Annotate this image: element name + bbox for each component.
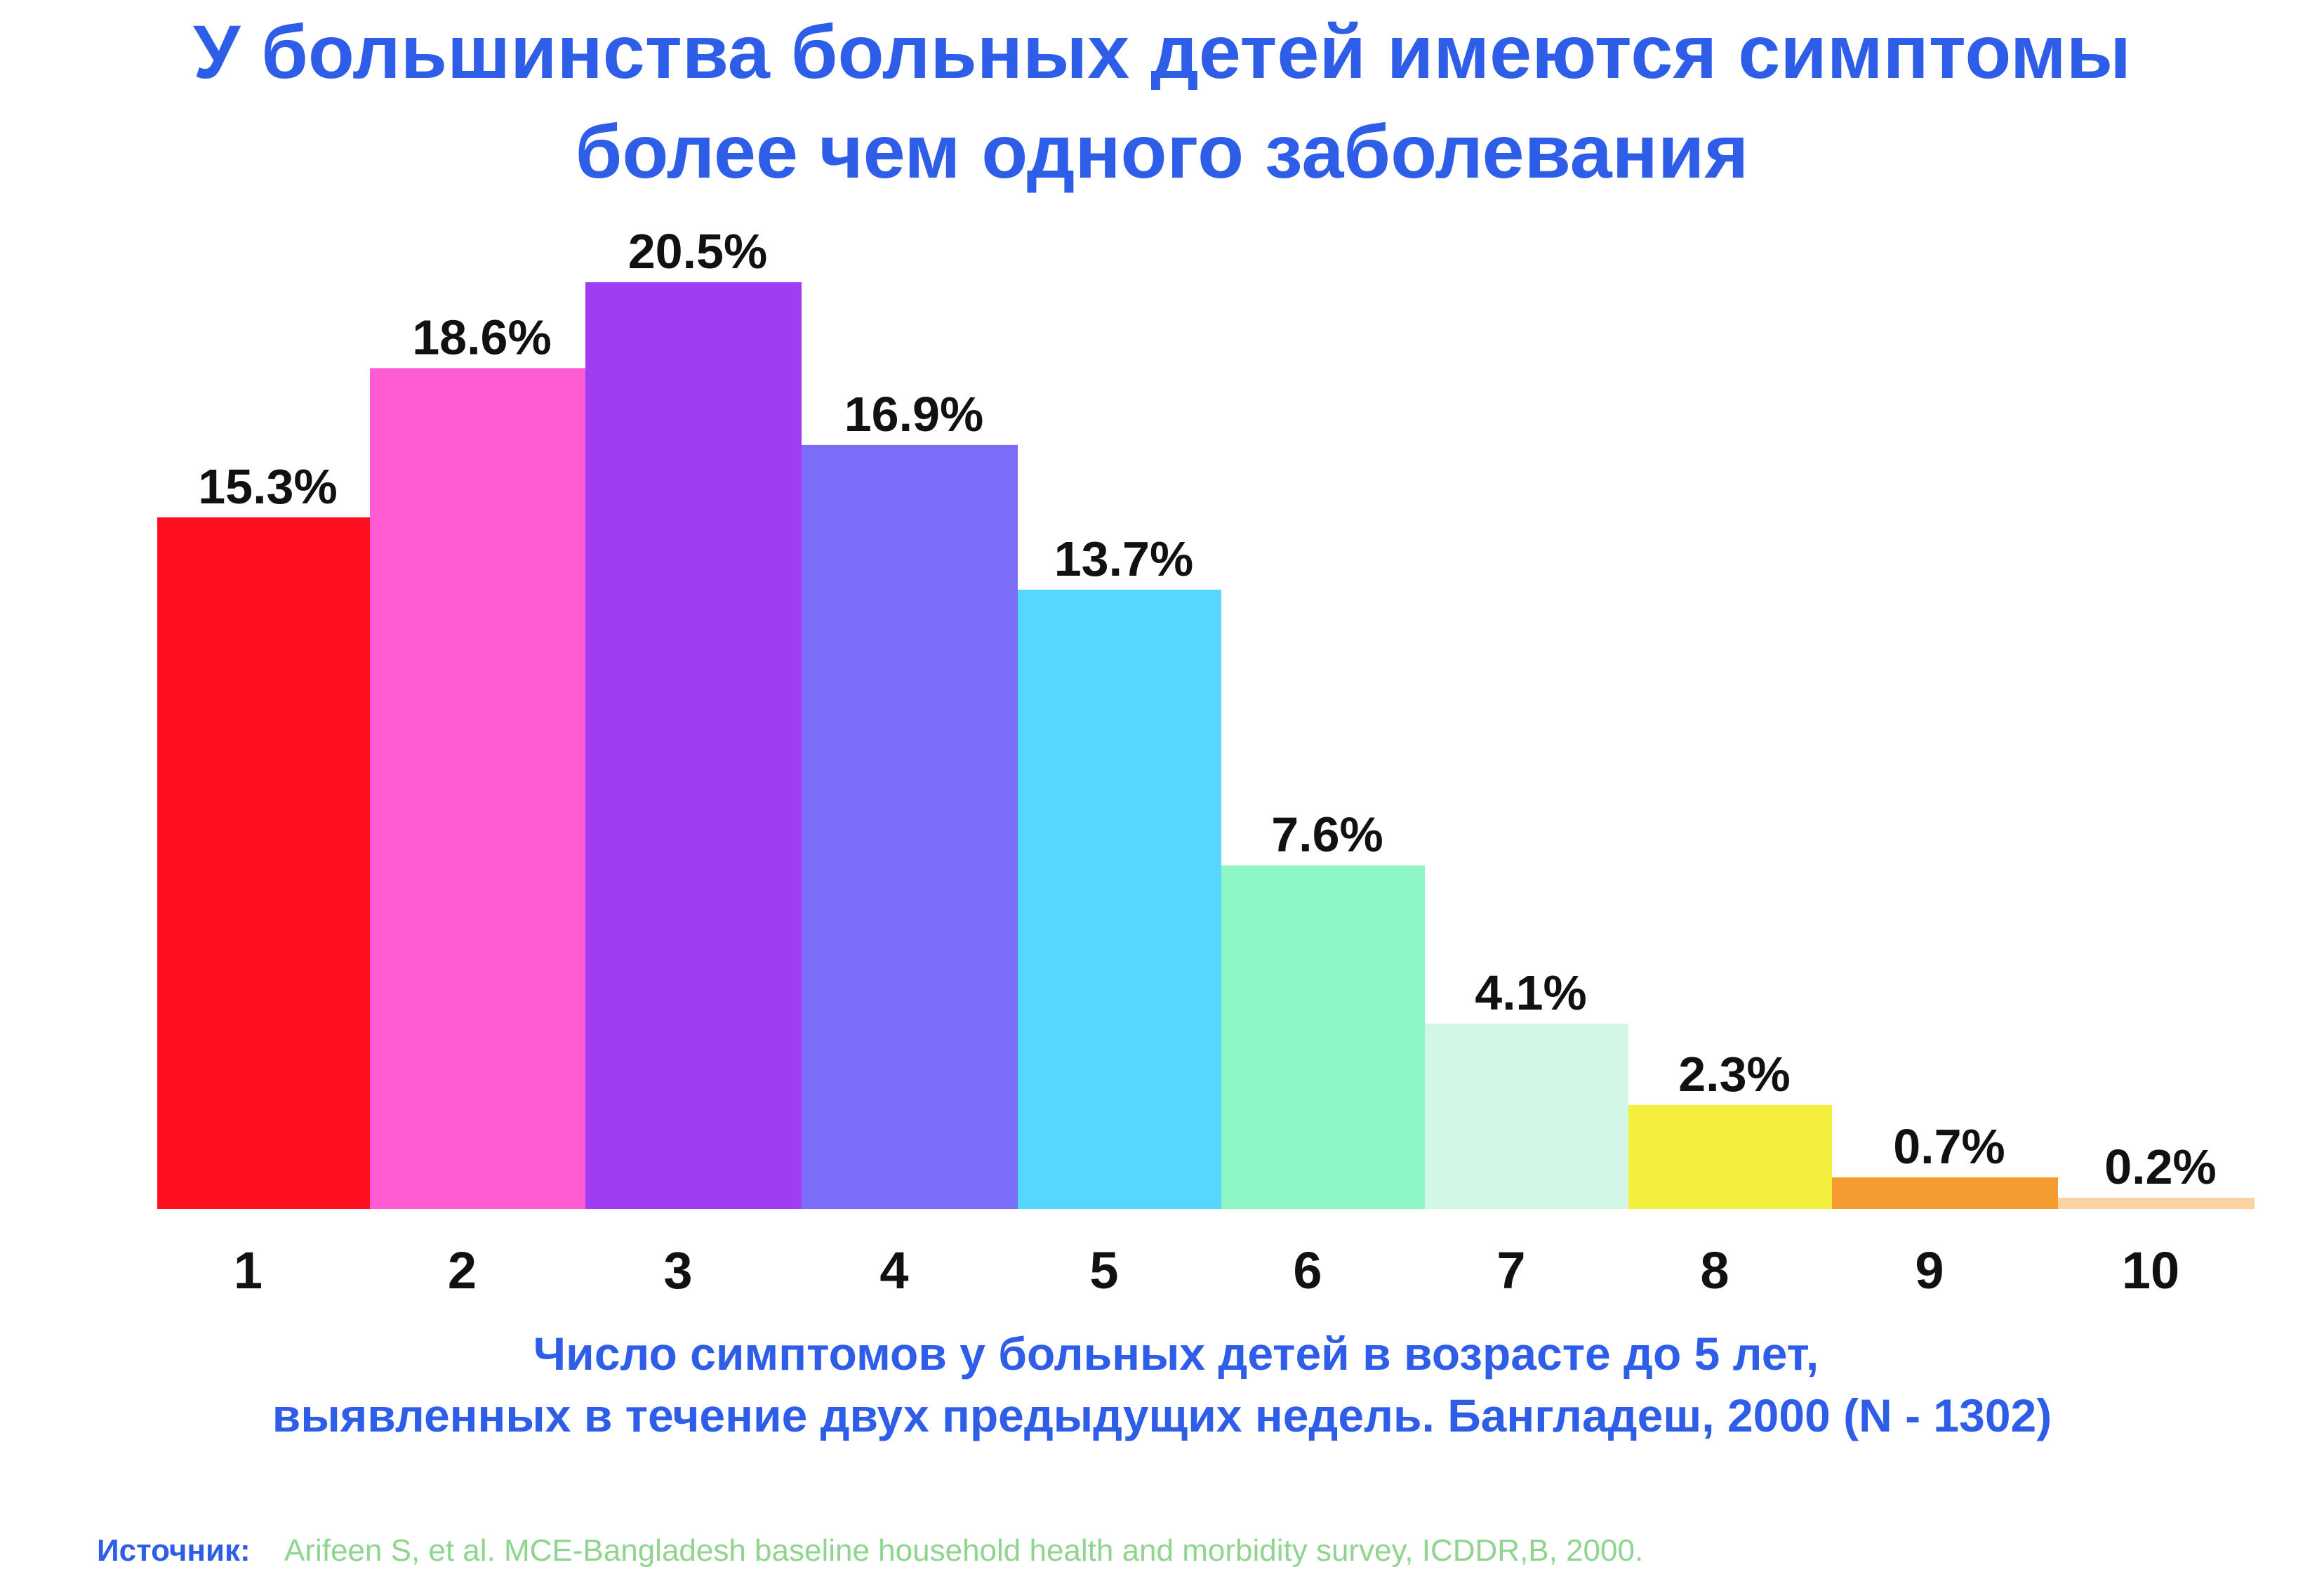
data-label-8: 2.3% <box>1678 1047 1791 1102</box>
x-axis-caption-line-2: выявленных в течение двух предыдущих нед… <box>272 1389 2052 1441</box>
data-label-5: 13.7% <box>1054 531 1193 586</box>
source-text: Arifeen S, et al. MCE-Bangladesh baselin… <box>284 1533 1644 1568</box>
bar-5 <box>1018 589 1221 1209</box>
data-label-6: 7.6% <box>1271 807 1383 862</box>
data-label-9: 0.7% <box>1893 1119 2005 1174</box>
x-tick-label-10: 10 <box>2122 1241 2179 1300</box>
x-axis-caption-line-1: Число симптомов у больных детей в возрас… <box>533 1328 1819 1380</box>
x-tick-label-5: 5 <box>1089 1241 1118 1300</box>
source-note: Источник: Arifeen S, et al. MCE-Banglade… <box>97 1535 1643 1566</box>
x-tick-label-6: 6 <box>1293 1241 1322 1300</box>
bar-2 <box>370 368 585 1209</box>
x-tick-label-8: 8 <box>1700 1241 1729 1300</box>
bar-10 <box>2058 1198 2255 1209</box>
chart-title-line-2: более чем одного заболевания <box>575 109 1749 194</box>
data-label-1: 15.3% <box>198 459 337 514</box>
data-label-2: 18.6% <box>412 310 551 364</box>
x-tick-label-2: 2 <box>448 1241 477 1300</box>
bar-1 <box>157 517 370 1209</box>
bar-8 <box>1628 1104 1832 1209</box>
bar-6 <box>1221 865 1425 1209</box>
data-label-4: 16.9% <box>844 387 983 442</box>
x-tick-label-3: 3 <box>663 1241 692 1300</box>
x-tick-label-7: 7 <box>1496 1241 1525 1300</box>
data-label-10: 0.2% <box>2104 1139 2217 1194</box>
data-label-7: 4.1% <box>1475 965 1587 1020</box>
bar-3 <box>585 282 802 1209</box>
bar-4 <box>802 444 1018 1209</box>
bar-9 <box>1832 1177 2058 1209</box>
x-tick-label-4: 4 <box>879 1241 908 1300</box>
x-tick-label-1: 1 <box>234 1241 263 1300</box>
bar-7 <box>1425 1024 1628 1209</box>
x-tick-label-9: 9 <box>1915 1241 1944 1300</box>
data-label-3: 20.5% <box>628 224 767 279</box>
source-label: Источник: <box>97 1533 251 1568</box>
chart-title-line-1: У большинства больных детей имеются симп… <box>192 9 2132 94</box>
